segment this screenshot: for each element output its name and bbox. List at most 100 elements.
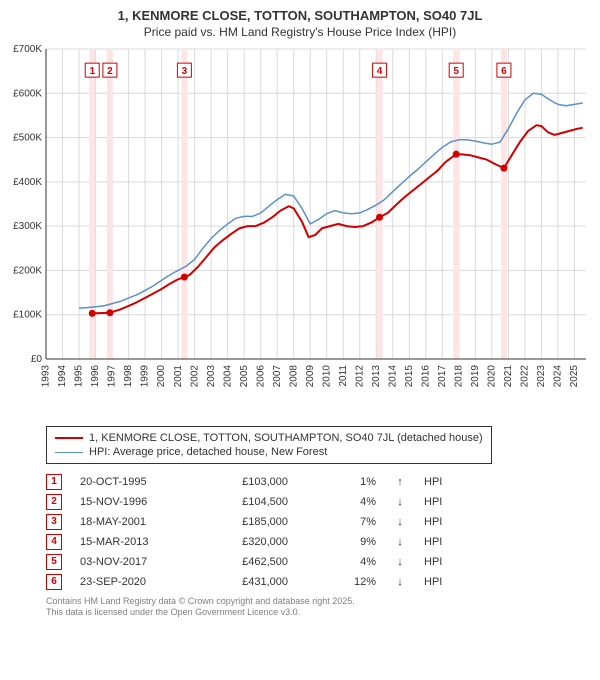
sale-marker-dot [376, 214, 383, 221]
y-tick-label: £400K [13, 177, 42, 188]
chart-title-line1: 1, KENMORE CLOSE, TOTTON, SOUTHAMPTON, S… [10, 8, 590, 25]
sale-event-price: £320,000 [198, 536, 308, 548]
sale-event-date: 15-NOV-1996 [80, 496, 180, 508]
arrow-down-icon: ↓ [394, 496, 406, 508]
footnote-line2: This data is licensed under the Open Gov… [46, 607, 590, 618]
arrow-down-icon: ↓ [394, 516, 406, 528]
y-tick-label: £300K [13, 221, 42, 232]
sale-event-pct: 4% [326, 496, 376, 508]
sale-event-date: 20-OCT-1995 [80, 476, 180, 488]
y-tick-label: £200K [13, 265, 42, 276]
sale-marker-num: 6 [501, 66, 507, 77]
sale-event-num: 5 [46, 554, 62, 570]
x-tick-label: 1997 [107, 364, 118, 387]
sale-event-row: 3 18-MAY-2001 £185,000 7% ↓ HPI [46, 514, 590, 530]
sale-marker-dot [89, 310, 96, 317]
legend-swatch-series1 [55, 437, 83, 439]
x-tick-label: 1995 [74, 364, 85, 387]
x-tick-label: 2003 [206, 364, 217, 387]
sale-event-price: £431,000 [198, 576, 308, 588]
x-tick-label: 1994 [57, 364, 68, 387]
sale-marker-dot [453, 151, 460, 158]
sale-event-price: £103,000 [198, 476, 308, 488]
sale-event-pct: 12% [326, 576, 376, 588]
legend-label-series2: HPI: Average price, detached house, New … [89, 445, 327, 459]
sale-event-num: 3 [46, 514, 62, 530]
sale-marker-num: 3 [182, 66, 188, 77]
legend-label-series1: 1, KENMORE CLOSE, TOTTON, SOUTHAMPTON, S… [89, 431, 483, 445]
sale-marker-num: 4 [377, 66, 383, 77]
x-tick-label: 2013 [371, 364, 382, 387]
sale-marker-dot [500, 165, 507, 172]
x-tick-label: 1993 [41, 364, 52, 387]
x-tick-label: 2006 [255, 364, 266, 387]
x-tick-label: 2011 [338, 364, 349, 386]
sale-event-row: 4 15-MAR-2013 £320,000 9% ↓ HPI [46, 534, 590, 550]
x-tick-label: 2004 [222, 364, 233, 387]
sale-event-hpi: HPI [424, 536, 442, 548]
x-tick-label: 2017 [437, 364, 448, 387]
arrow-down-icon: ↓ [394, 576, 406, 588]
sale-event-hpi: HPI [424, 576, 442, 588]
chart-title-line2: Price paid vs. HM Land Registry's House … [10, 25, 590, 39]
sale-event-num: 6 [46, 574, 62, 590]
x-tick-label: 2025 [569, 364, 580, 387]
y-tick-label: £500K [13, 132, 42, 143]
sale-events-table: 120-OCT-1995£103,0001%↑HPI215-NOV-1996£1… [46, 474, 590, 590]
sale-event-price: £462,500 [198, 556, 308, 568]
x-tick-label: 2016 [420, 364, 431, 387]
y-tick-label: £700K [13, 45, 42, 55]
arrow-up-icon: ↑ [394, 476, 406, 488]
x-tick-label: 2018 [453, 364, 464, 387]
x-tick-label: 1999 [140, 364, 151, 387]
series-price-paid [92, 125, 583, 313]
footnote-line1: Contains HM Land Registry data © Crown c… [46, 596, 590, 607]
sale-marker-num: 1 [89, 66, 95, 77]
sale-event-date: 23-SEP-2020 [80, 576, 180, 588]
x-tick-label: 2002 [189, 364, 200, 387]
x-tick-label: 2009 [305, 364, 316, 387]
x-tick-label: 2010 [321, 364, 332, 387]
x-tick-label: 2005 [239, 364, 250, 387]
sale-event-num: 4 [46, 534, 62, 550]
x-tick-label: 2022 [520, 364, 531, 387]
sale-event-pct: 7% [326, 516, 376, 528]
legend-row-series1: 1, KENMORE CLOSE, TOTTON, SOUTHAMPTON, S… [55, 431, 483, 445]
sale-marker-dot [106, 309, 113, 316]
x-tick-label: 2008 [288, 364, 299, 387]
sale-event-num: 1 [46, 474, 62, 490]
sale-event-num: 2 [46, 494, 62, 510]
sale-event-row: 5 03-NOV-2017 £462,500 4% ↓ HPI [46, 554, 590, 570]
x-tick-label: 2012 [354, 364, 365, 387]
x-tick-label: 2000 [156, 364, 167, 387]
sale-event-hpi: HPI [424, 476, 442, 488]
y-tick-label: £600K [13, 88, 42, 99]
x-tick-label: 2023 [536, 364, 547, 387]
arrow-down-icon: ↓ [394, 536, 406, 548]
x-tick-label: 2007 [272, 364, 283, 387]
x-tick-label: 2021 [503, 364, 514, 387]
legend-swatch-series2 [55, 452, 83, 453]
sale-event-pct: 4% [326, 556, 376, 568]
sale-event-hpi: HPI [424, 496, 442, 508]
sale-event-row: 6 23-SEP-2020 £431,000 12% ↓ HPI [46, 574, 590, 590]
y-tick-label: £0 [31, 354, 43, 365]
sale-marker-num: 2 [107, 66, 113, 77]
sale-event-date: 15-MAR-2013 [80, 536, 180, 548]
sale-event-hpi: HPI [424, 516, 442, 528]
sale-marker-num: 5 [453, 66, 459, 77]
sale-event-pct: 9% [326, 536, 376, 548]
sale-event-date: 03-NOV-2017 [80, 556, 180, 568]
sale-event-date: 18-MAY-2001 [80, 516, 180, 528]
chart-area: £0 £100K £200K £300K £400K £500K £600K £700K 199… [10, 45, 590, 418]
sale-event-price: £104,500 [198, 496, 308, 508]
footnote: Contains HM Land Registry data © Crown c… [46, 596, 590, 618]
y-tick-label: £100K [13, 310, 42, 321]
sale-event-price: £185,000 [198, 516, 308, 528]
x-tick-label: 2019 [470, 364, 481, 387]
x-tick-label: 2001 [173, 364, 184, 387]
arrow-down-icon: ↓ [394, 556, 406, 568]
sale-event-row: 120-OCT-1995£103,0001%↑HPI [46, 474, 590, 490]
sale-event-hpi: HPI [424, 556, 442, 568]
sale-marker-dot [181, 273, 188, 280]
